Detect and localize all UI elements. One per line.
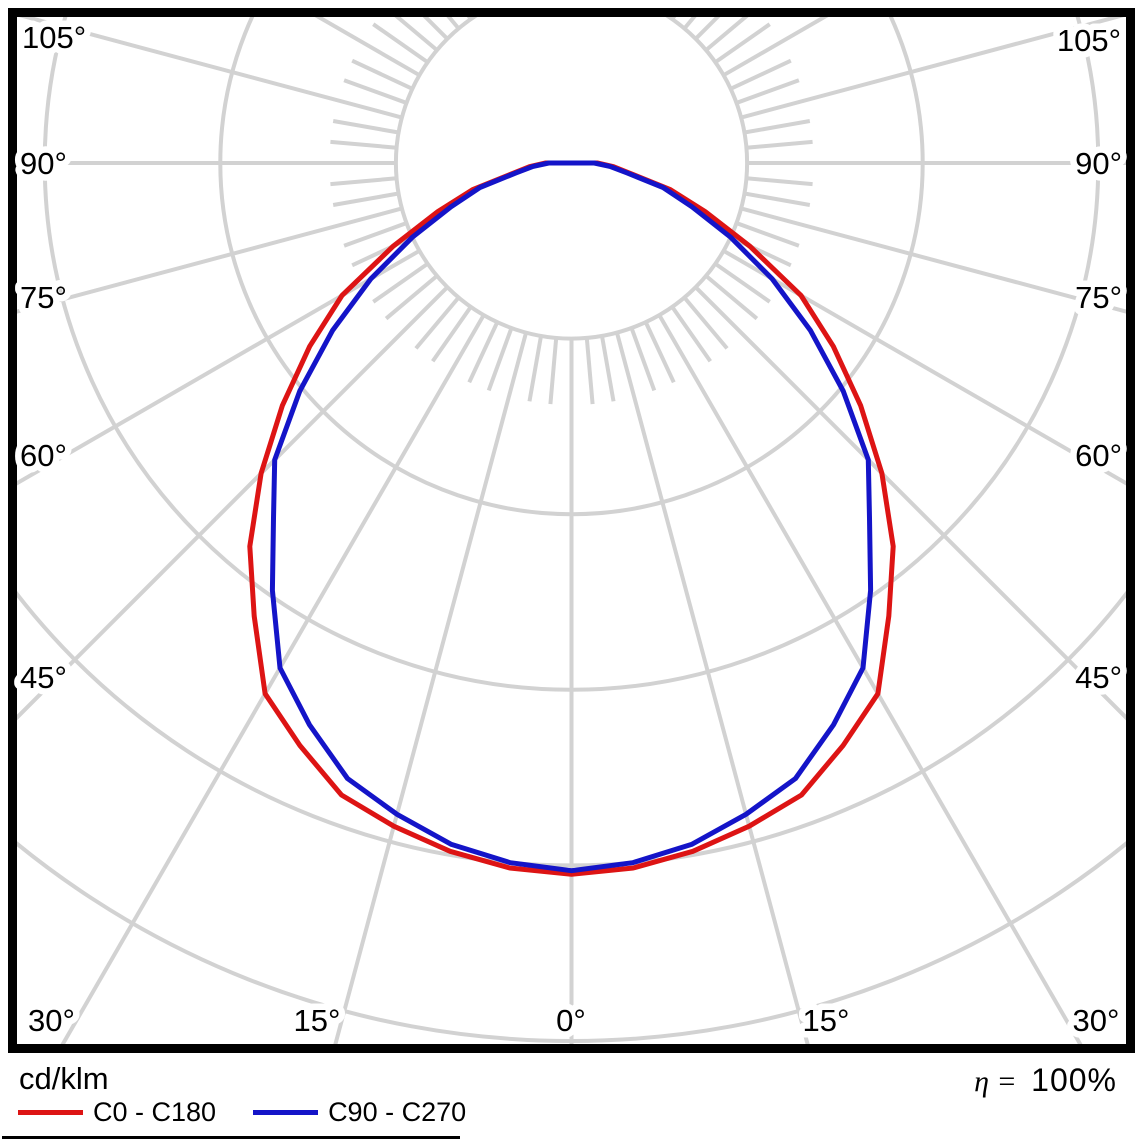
angle-tick	[486, 327, 514, 392]
angle-grid-line	[740, 206, 1126, 314]
legend: C0 - C180 C90 - C270	[18, 1099, 466, 1126]
eta-symbol: η =	[974, 1065, 1017, 1098]
angle-tick	[646, 0, 674, 4]
angle-tick	[704, 274, 759, 321]
radial-unit-label: cd/klm	[19, 1061, 109, 1096]
angle-grid-line	[333, 332, 528, 1044]
angle-label: 15°	[803, 1003, 850, 1038]
angle-tick	[682, 296, 729, 350]
angle-tick	[527, 335, 543, 402]
angle-label: 75°	[1075, 280, 1122, 315]
angle-label: 45°	[1075, 660, 1122, 695]
angle-tick	[332, 119, 399, 135]
angle-grid-line	[694, 285, 1126, 721]
angle-grid-line	[657, 314, 1083, 1044]
angle-label: 0°	[556, 1003, 586, 1038]
angle-tick	[332, 191, 399, 207]
angle-tick	[469, 0, 497, 4]
efficiency-label: η = 100%	[974, 1062, 1117, 1098]
angle-tick	[670, 305, 712, 363]
angle-label: 30°	[1073, 1003, 1120, 1038]
angle-tick	[467, 321, 500, 384]
curve-c0-c180	[247, 160, 896, 877]
curve-c90-c270	[269, 160, 874, 874]
angle-label: 60°	[1075, 438, 1122, 473]
angle-grid-line	[17, 285, 449, 721]
polar-grid-ring	[393, 17, 750, 341]
angle-grid-line	[17, 206, 403, 314]
angle-grid-line	[60, 314, 486, 1044]
angle-tick	[714, 262, 771, 304]
angle-grid-line	[17, 249, 421, 486]
angle-tick	[330, 176, 397, 187]
angle-tick	[584, 337, 595, 405]
angle-label: 75°	[20, 280, 67, 315]
angle-tick	[714, 22, 771, 64]
angle-tick	[600, 335, 616, 402]
angle-tick	[548, 337, 559, 405]
c90-c270-label: C90 - C270	[328, 1097, 467, 1127]
plot-border	[8, 8, 1135, 1053]
angle-tick	[372, 22, 429, 64]
angle-label: 105°	[22, 20, 86, 55]
angle-grid-line	[722, 249, 1126, 486]
eta-value: 100%	[1031, 1062, 1117, 1098]
angle-grid-line	[18, 17, 403, 120]
angle-tick	[351, 58, 414, 91]
curves	[247, 160, 896, 877]
angle-label: 30°	[28, 1003, 75, 1038]
angle-tick	[446, 17, 461, 30]
legend-underline	[2, 1136, 460, 1139]
angle-tick	[343, 78, 408, 105]
angle-grid-line	[740, 17, 1125, 120]
angle-label: 105°	[1057, 23, 1121, 58]
angle-tick	[643, 321, 676, 384]
angle-tick	[704, 17, 749, 52]
angle-tick	[746, 176, 813, 187]
angle-tick	[343, 221, 408, 248]
c0-c180-line-swatch	[18, 1110, 83, 1115]
angle-label: 90°	[1075, 146, 1122, 181]
legend-item-c90-c270: C90 - C270	[253, 1099, 466, 1126]
angle-tick	[735, 221, 800, 248]
angle-label: 45°	[20, 660, 67, 695]
angle-tick	[384, 274, 439, 321]
angle-tick	[330, 139, 397, 150]
angle-tick	[746, 139, 813, 150]
angle-tick	[744, 191, 811, 207]
angle-label: 60°	[20, 438, 67, 473]
angle-tick	[629, 327, 657, 392]
angle-tick	[729, 58, 792, 91]
angle-label: 15°	[294, 1003, 341, 1038]
c0-c180-label: C0 - C180	[93, 1097, 217, 1127]
c90-c270-line-swatch	[253, 1110, 319, 1115]
angle-grid-line	[615, 332, 810, 1044]
angle-tick	[735, 78, 800, 105]
angle-tick	[414, 296, 461, 350]
angle-tick	[431, 305, 473, 363]
angle-tick	[372, 262, 429, 304]
angle-tick	[394, 17, 439, 52]
angle-tick	[682, 17, 697, 30]
angle-label: 90°	[20, 146, 67, 181]
angle-tick	[744, 119, 811, 135]
legend-item-c0-c180: C0 - C180	[18, 1099, 216, 1126]
